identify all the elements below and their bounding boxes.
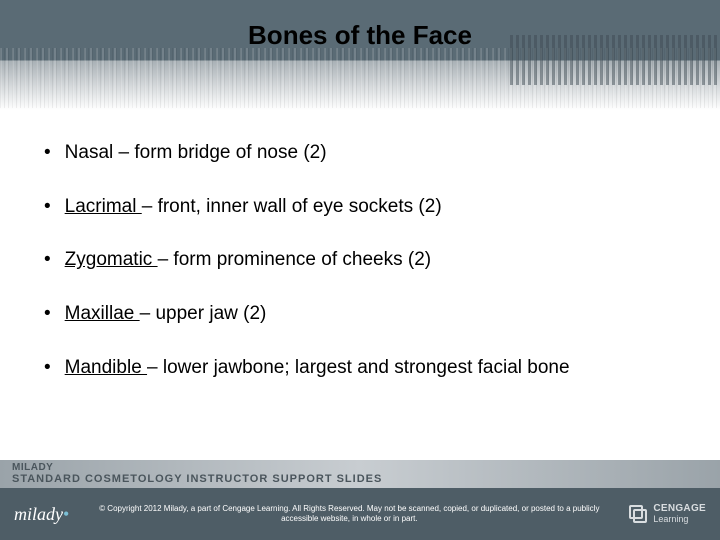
bullet-term: Nasal <box>65 142 114 163</box>
footer-band: MILADY STANDARD COSMETOLOGY INSTRUCTOR S… <box>0 460 720 488</box>
bullet-marker: • <box>44 301 51 327</box>
bullet-text: Lacrimal – front, inner wall of eye sock… <box>65 194 442 220</box>
bullet-item: • Maxillae – upper jaw (2) <box>44 301 676 327</box>
logo-text: milady <box>14 504 63 524</box>
slide-content: • Nasal – form bridge of nose (2) • Lacr… <box>0 110 720 380</box>
bullet-item: • Mandible – lower jawbone; largest and … <box>44 355 676 381</box>
bullet-text: Mandible – lower jawbone; largest and st… <box>65 355 570 381</box>
cengage-icon <box>629 505 647 523</box>
bullet-text: Zygomatic – form prominence of cheeks (2… <box>65 247 431 273</box>
bullet-marker: • <box>44 355 51 381</box>
bullet-desc: – front, inner wall of eye sockets (2) <box>142 196 442 217</box>
bullet-marker: • <box>44 140 51 166</box>
slide-title: Bones of the Face <box>0 20 720 51</box>
cengage-text: CENGAGE Learning <box>653 504 706 524</box>
bullet-term-link[interactable]: Lacrimal <box>65 196 142 217</box>
bullet-item: • Nasal – form bridge of nose (2) <box>44 140 676 166</box>
bullet-desc: – form bridge of nose (2) <box>113 142 326 163</box>
footer-line1: MILADY <box>12 463 382 473</box>
cengage-logo: CENGAGE Learning <box>629 504 706 524</box>
bullet-term-link[interactable]: Zygomatic <box>65 249 158 270</box>
bullet-marker: • <box>44 247 51 273</box>
cengage-line2: Learning <box>653 515 706 524</box>
cengage-line1: CENGAGE <box>653 504 706 515</box>
bottom-bar: milady• © Copyright 2012 Milady, a part … <box>0 488 720 540</box>
slide-header: Bones of the Face <box>0 0 720 110</box>
footer-band-text: MILADY STANDARD COSMETOLOGY INSTRUCTOR S… <box>12 463 382 485</box>
bullet-item: • Lacrimal – front, inner wall of eye so… <box>44 194 676 220</box>
copyright-text: © Copyright 2012 Milady, a part of Cenga… <box>69 504 629 525</box>
bullet-text: Nasal – form bridge of nose (2) <box>65 140 327 166</box>
bullet-desc: – lower jawbone; largest and strongest f… <box>147 357 569 378</box>
bullet-desc: – form prominence of cheeks (2) <box>158 249 432 270</box>
bullet-text: Maxillae – upper jaw (2) <box>65 301 267 327</box>
bullet-term-link[interactable]: Mandible <box>65 357 147 378</box>
bullet-term-link[interactable]: Maxillae <box>65 303 140 324</box>
bullet-item: • Zygomatic – form prominence of cheeks … <box>44 247 676 273</box>
bullet-desc: – upper jaw (2) <box>140 303 267 324</box>
bullet-marker: • <box>44 194 51 220</box>
milady-logo: milady• <box>14 504 69 525</box>
footer-line2: STANDARD COSMETOLOGY INSTRUCTOR SUPPORT … <box>12 473 382 485</box>
